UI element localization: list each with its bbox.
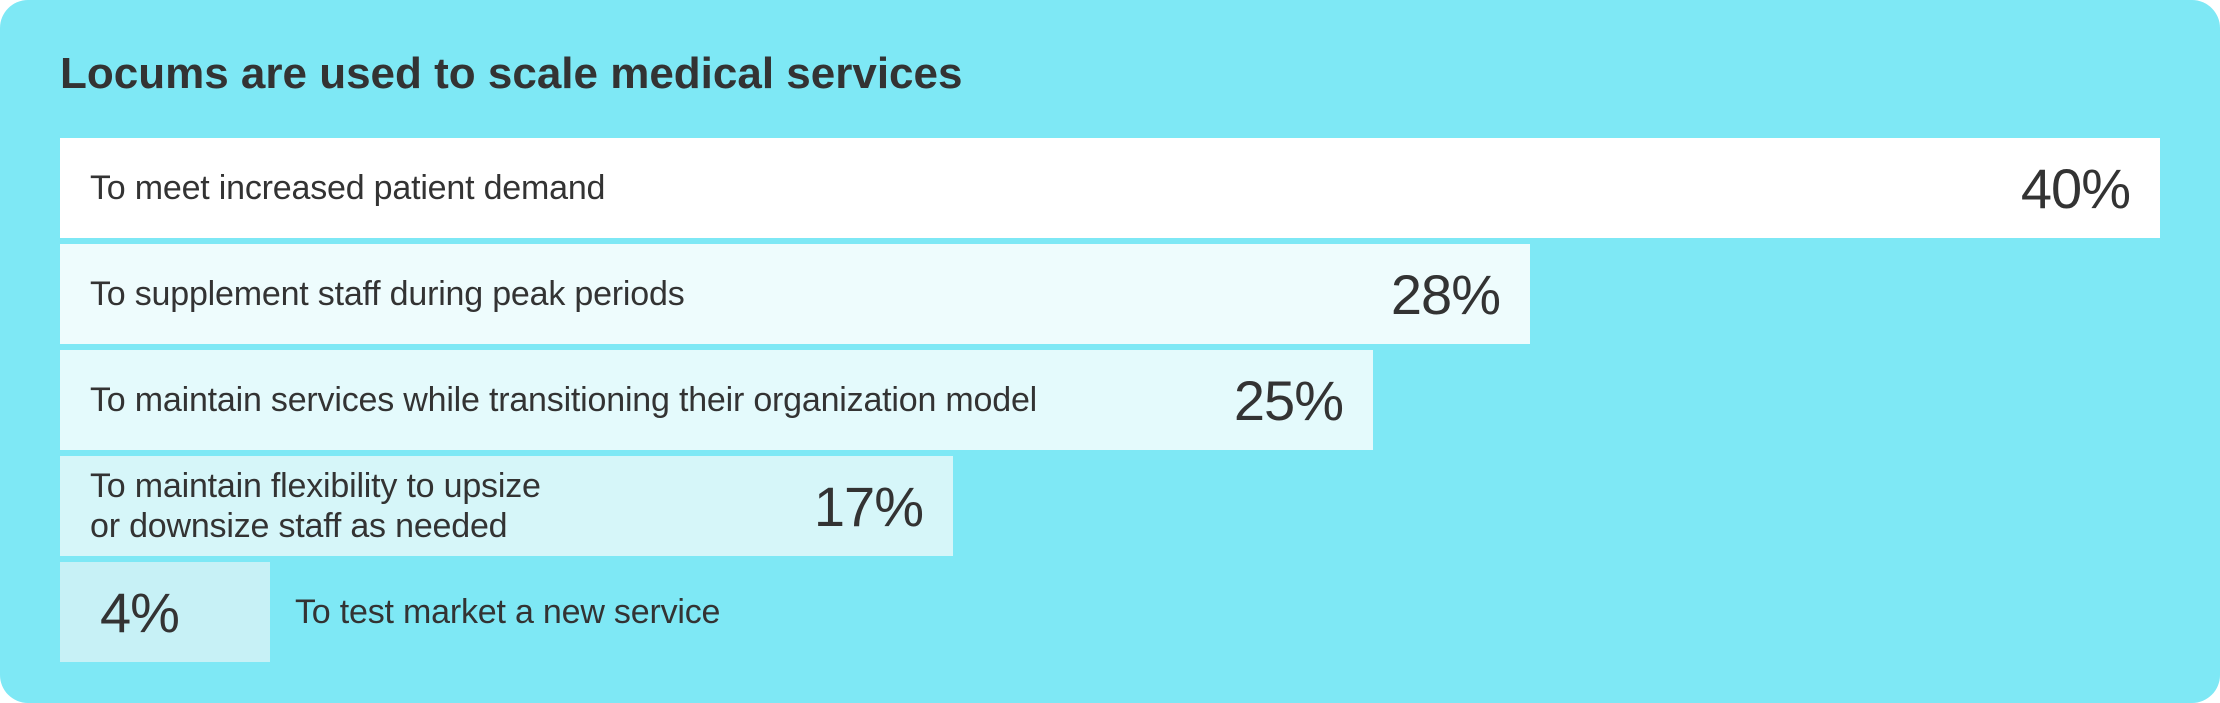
- bar-value: 25%: [1234, 368, 1343, 433]
- bar-value: 4%: [90, 580, 179, 645]
- bar-row: 4%: [60, 562, 270, 662]
- bar-value: 40%: [2021, 156, 2130, 221]
- bar-row: To meet increased patient demand 40%: [60, 138, 2160, 238]
- bar-list: To meet increased patient demand 40% To su…: [60, 138, 2160, 662]
- bar-row: To maintain services while transitioning…: [60, 350, 1373, 450]
- chart-title: Locums are used to scale medical service…: [60, 50, 2160, 98]
- chart-card: Locums are used to scale medical service…: [0, 0, 2220, 703]
- bar-value: 28%: [1391, 262, 1500, 327]
- bar-row: To supplement staff during peak periods 2…: [60, 244, 1530, 344]
- bar-value: 17%: [814, 474, 923, 539]
- bar-label: To supplement staff during peak periods: [90, 275, 685, 314]
- bar-label: To maintain services while transitioning…: [90, 381, 1037, 420]
- bar-label: To test market a new service: [295, 593, 720, 632]
- bar-label: To meet increased patient demand: [90, 169, 605, 208]
- bar-row: To maintain flexibility to upsize or dow…: [60, 456, 953, 556]
- bar-label: To maintain flexibility to upsize or dow…: [90, 466, 541, 548]
